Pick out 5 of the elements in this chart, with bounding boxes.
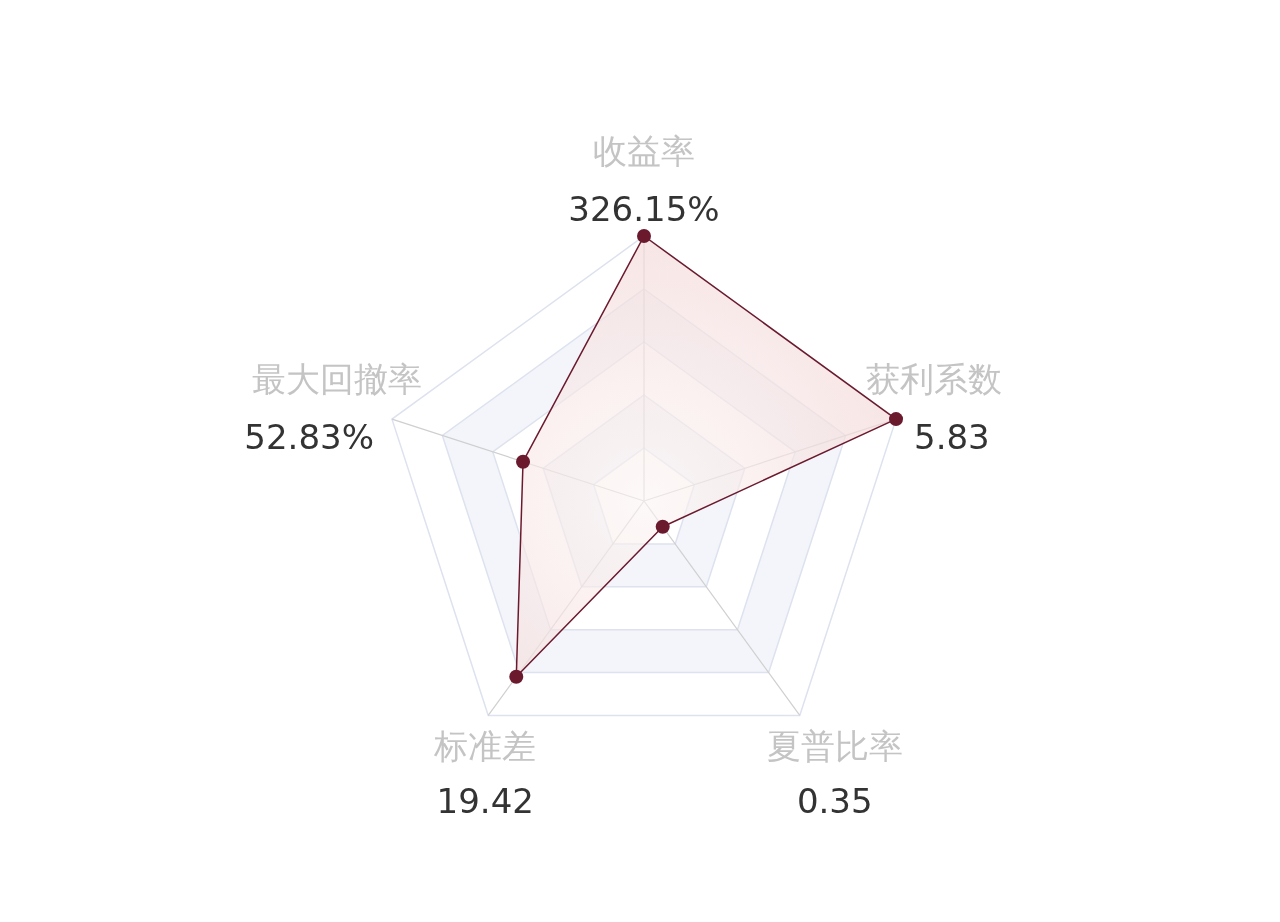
spoke-label: 获利系数 5.83 — [866, 359, 1003, 458]
spoke-label: 最大回撤率 52.83% — [244, 359, 422, 458]
spoke-label: 收益率 326.15% — [568, 131, 720, 229]
spoke-label: 夏普比率 0.35 — [766, 726, 903, 822]
spoke-label: 标准差 19.42 — [433, 726, 537, 822]
